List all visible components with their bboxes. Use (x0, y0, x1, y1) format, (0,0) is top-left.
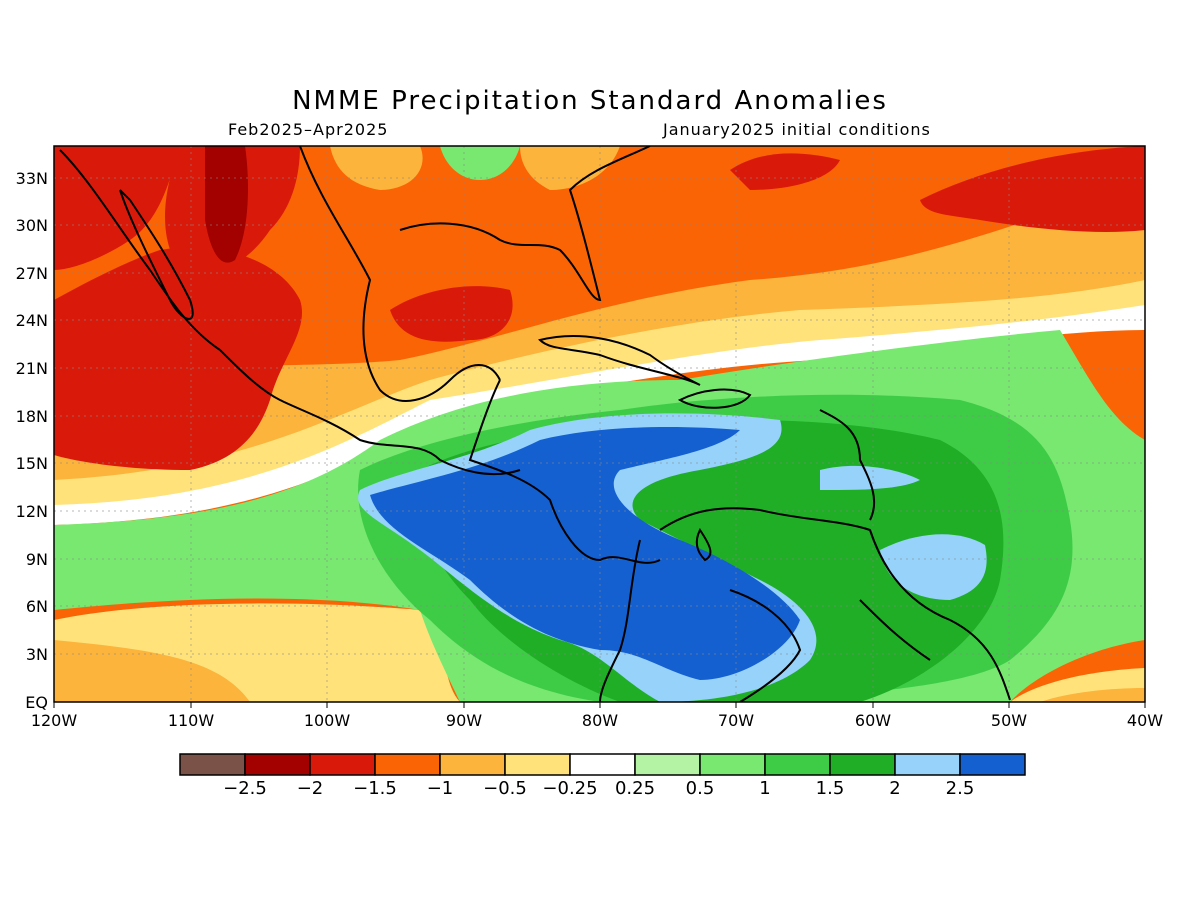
lon-label: 80W (582, 711, 618, 730)
colorbar-swatch (764, 753, 831, 776)
lon-label: 90W (446, 711, 482, 730)
axis-ticks (53, 702, 1146, 708)
lat-label: 15N (16, 454, 48, 473)
colorbar-label: −1.5 (353, 778, 397, 799)
colorbar-swatch (179, 753, 246, 776)
lat-label: 6N (26, 597, 48, 616)
anomaly-field (54, 146, 1145, 702)
coastlines (59, 146, 1011, 702)
colorbar-swatch (569, 753, 636, 776)
colorbar-label: 1 (759, 778, 770, 799)
colorbar-swatch (504, 753, 571, 776)
lon-label: 70W (718, 711, 754, 730)
initial-conditions: January2025 initial conditions (663, 120, 931, 139)
colorbar-label: −2 (297, 778, 324, 799)
colorbar-swatch (244, 753, 311, 776)
lon-label: 50W (991, 711, 1027, 730)
lat-label: 12N (16, 502, 48, 521)
lat-label: 30N (16, 216, 48, 235)
lat-label: EQ (25, 693, 48, 712)
colorbar-label: 0.25 (615, 778, 655, 799)
colorbar-label: 0.5 (686, 778, 715, 799)
colorbar-swatch (959, 753, 1026, 776)
map-title: NMME Precipitation Standard Anomalies (292, 86, 888, 116)
lon-label: 100W (304, 711, 351, 730)
colorbar-label: −2.5 (223, 778, 267, 799)
lon-label: 40W (1127, 711, 1163, 730)
colorbar-label: 1.5 (816, 778, 845, 799)
colorbar-swatch (894, 753, 961, 776)
latitude-labels: 33N 30N 27N 24N 21N 18N 15N 12N 9N 6N 3N… (16, 169, 48, 712)
forecast-period: Feb2025–Apr2025 (228, 120, 389, 139)
lat-label: 33N (16, 169, 48, 188)
colorbar-swatch (439, 753, 506, 776)
colorbar-swatch (309, 753, 376, 776)
colorbar-label: 2 (889, 778, 900, 799)
lon-label: 110W (168, 711, 215, 730)
colorbar-label: −1 (427, 778, 454, 799)
lat-label: 18N (16, 407, 48, 426)
graticule (54, 146, 1145, 702)
colorbar-swatch (699, 753, 766, 776)
colorbar: −2.5 −2 −1.5 −1 −0.5 −0.25 0.25 0.5 1 1.5 2 2.5 (179, 753, 1026, 799)
lat-label: 24N (16, 311, 48, 330)
colorbar-label: 2.5 (946, 778, 975, 799)
lat-label: 3N (26, 645, 48, 664)
colorbar-swatch (374, 753, 441, 776)
colorbar-label: −0.25 (542, 778, 597, 799)
colorbar-swatch (634, 753, 701, 776)
lat-label: 9N (26, 550, 48, 569)
lon-label: 60W (855, 711, 891, 730)
colorbar-label: −0.5 (483, 778, 527, 799)
colorbar-swatch (829, 753, 896, 776)
lon-label: 120W (31, 711, 78, 730)
longitude-labels: 120W 110W 100W 90W 80W 70W 60W 50W 40W (31, 711, 1163, 730)
lat-label: 27N (16, 264, 48, 283)
lat-label: 21N (16, 359, 48, 378)
